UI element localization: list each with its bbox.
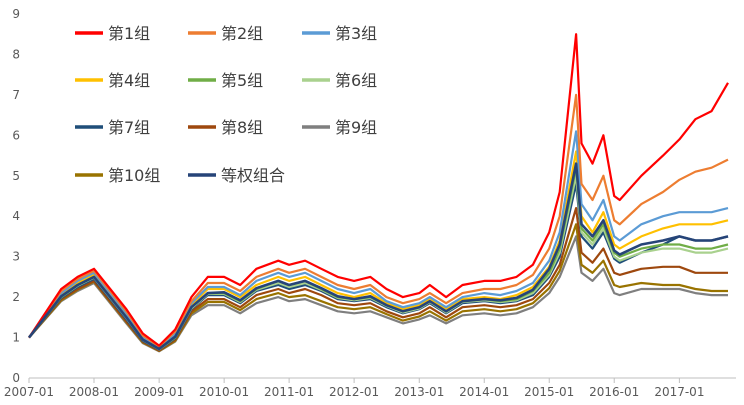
y-tick-label: 5 <box>12 169 20 183</box>
series-line-1 <box>28 33 729 347</box>
legend-label: 第8组 <box>221 118 263 137</box>
x-tick-label: 2012-01 <box>329 385 379 399</box>
x-tick-label: 2011-01 <box>264 385 314 399</box>
legend-label: 第6组 <box>335 71 377 90</box>
y-tick-label: 9 <box>12 7 20 21</box>
y-tick-label: 0 <box>12 371 20 385</box>
y-tick-label: 4 <box>12 209 20 223</box>
y-tick-label: 1 <box>12 331 20 345</box>
y-tick-label: 2 <box>12 290 20 304</box>
series-line-11 <box>27 162 729 351</box>
legend-label: 第1组 <box>108 24 150 43</box>
x-tick-label: 2009-01 <box>134 385 184 399</box>
legend-label: 第4组 <box>108 71 150 90</box>
y-tick-label: 3 <box>12 250 20 264</box>
y-tick-label: 7 <box>12 88 20 102</box>
x-tick-label: 2016-01 <box>589 385 639 399</box>
y-tick-label: 6 <box>12 128 20 142</box>
x-tick-label: 2008-01 <box>69 385 119 399</box>
legend-label: 第7组 <box>108 118 150 137</box>
x-tick-label: 2014-01 <box>459 385 509 399</box>
x-tick-label: 2015-01 <box>524 385 574 399</box>
legend-label: 第2组 <box>221 24 263 43</box>
x-tick-label: 2017-01 <box>654 385 704 399</box>
x-tick-label: 2007-01 <box>4 385 54 399</box>
legend-label: 第9组 <box>335 118 377 137</box>
legend-label: 第5组 <box>221 71 263 90</box>
x-axis-ticks: 2007-01 2008-01 2009-01 2010-01 2011-01 2012-… <box>4 378 704 399</box>
y-axis-ticks: 0 1 2 3 4 5 6 7 8 9 <box>12 7 20 385</box>
legend-label: 第10组 <box>108 166 160 185</box>
legend-label: 等权组合 <box>221 166 285 185</box>
y-tick-label: 8 <box>12 47 20 61</box>
series-lines <box>27 33 729 353</box>
legend-label: 第3组 <box>335 24 377 43</box>
x-tick-label: 2013-01 <box>394 385 444 399</box>
x-tick-label: 2010-01 <box>199 385 249 399</box>
